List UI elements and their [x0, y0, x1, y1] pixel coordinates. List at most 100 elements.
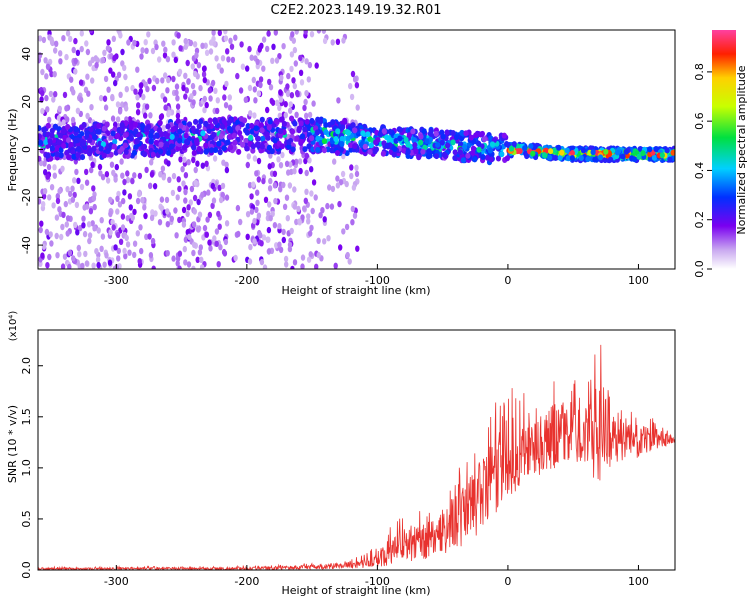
spectrogram-cell	[59, 233, 64, 241]
spectrogram-cell	[140, 144, 146, 151]
spectrogram-cell	[258, 232, 263, 239]
spectrogram-cell	[148, 112, 153, 119]
spectrogram-cell	[140, 47, 145, 54]
spectrogram-cell	[184, 87, 189, 94]
spectrogram-cell	[165, 87, 170, 94]
spectrogram-cell	[155, 77, 160, 85]
spectrogram-cell	[144, 47, 149, 54]
spectrogram-cell	[254, 206, 259, 214]
spectrogram-cell	[258, 76, 264, 83]
spectrogram-cell	[47, 138, 53, 145]
spectrogram-cell	[169, 215, 174, 222]
spectrogram-cell	[123, 253, 128, 260]
spectrogram-cell	[221, 117, 227, 124]
spectrogram-cell	[287, 245, 293, 253]
spectrogram-cell	[187, 233, 192, 240]
spectrogram-cell	[72, 191, 77, 199]
spectrogram-cell	[38, 155, 42, 162]
spectrogram-cell	[259, 116, 265, 123]
spectrogram-cell	[368, 142, 374, 149]
spectrogram-cell	[119, 122, 125, 129]
spectrogram-cell	[350, 205, 355, 213]
spectrogram-cell	[440, 133, 446, 140]
spectrogram-cell	[53, 47, 58, 54]
spectrogram-cell	[121, 197, 126, 205]
spectrogram-cell	[424, 138, 430, 145]
spectrogram-cell	[670, 149, 675, 156]
spectrogram-cell	[330, 119, 336, 126]
spectrogram-cell	[116, 247, 122, 255]
spectrogram-cell	[273, 118, 280, 125]
spectrogram-cell	[105, 177, 111, 184]
spectrogram-cell	[164, 196, 170, 204]
spectrogram-cell	[183, 259, 188, 266]
spectrogram-cell	[352, 127, 358, 134]
spectrogram-cell	[316, 30, 322, 34]
spectrogram-x-tick-label: 100	[628, 274, 649, 287]
spectrogram-cell	[231, 132, 237, 139]
spectrogram-cell	[344, 180, 349, 188]
spectrogram-cell	[108, 67, 113, 74]
spectrogram-cell	[220, 55, 226, 62]
spectrogram-cell	[252, 217, 257, 225]
spectrogram-cell	[316, 237, 321, 244]
spectrogram-cell	[173, 207, 178, 214]
spectrogram-cell	[250, 147, 256, 154]
spectrogram-cell	[94, 248, 99, 255]
spectrogram-cell	[349, 93, 355, 101]
spectrogram-cell	[132, 240, 138, 247]
spectrogram-cell	[523, 150, 529, 157]
spectrogram-cell	[278, 128, 284, 135]
spectrogram-cell	[452, 155, 458, 161]
spectrogram-cell	[108, 210, 113, 218]
spectrogram-cell	[463, 130, 469, 137]
spectrogram-cell	[151, 84, 157, 92]
spectrogram-cell	[90, 77, 95, 84]
spectrogram-cell	[85, 48, 91, 56]
spectrogram-cell	[292, 186, 297, 193]
spectrogram-cell	[74, 168, 79, 176]
spectrogram-cell	[201, 65, 207, 73]
spectrogram-cell	[101, 152, 107, 159]
spectrogram-cell	[71, 89, 76, 96]
spectrogram-cell	[199, 256, 204, 263]
spectrogram-cell	[261, 36, 267, 43]
spectrogram-cell	[75, 49, 81, 56]
spectrogram-cell	[176, 32, 181, 39]
spectrogram-cell	[632, 156, 638, 163]
spectrogram-cell	[226, 56, 231, 63]
spectrogram-cell	[225, 48, 230, 55]
spectrogram-cell	[309, 31, 315, 38]
spectrogram-cell	[38, 35, 43, 42]
spectrogram-cell	[355, 245, 360, 252]
spectrogram-cell	[181, 180, 186, 187]
spectrogram-cell	[200, 42, 205, 49]
spectrogram-cell	[64, 221, 70, 228]
spectrogram-cell	[290, 146, 296, 153]
spectrogram-cell	[580, 147, 587, 154]
spectrogram-cell	[186, 78, 191, 85]
spectrogram-cell	[88, 196, 93, 204]
spectrogram-cell	[273, 30, 278, 36]
spectrogram-cell	[65, 230, 70, 237]
spectrogram-cell	[173, 56, 178, 64]
spectrogram-cell	[405, 148, 411, 155]
spectrogram-cell	[200, 191, 205, 198]
spectrogram-cell	[130, 177, 135, 185]
spectrogram-cell	[302, 104, 307, 112]
spectrogram-cell	[51, 202, 56, 209]
spectrogram-cell	[345, 129, 352, 136]
spectrogram-cell	[311, 100, 316, 107]
spectrogram-cell	[304, 112, 309, 120]
spectrogram-cell	[257, 46, 262, 53]
spectrogram-cell	[317, 118, 324, 125]
spectrogram-cell	[288, 101, 293, 108]
spectrogram-cell	[124, 234, 129, 242]
spectrogram-cell	[81, 222, 86, 229]
spectrogram-cell	[144, 166, 149, 174]
snr-x-tick-label: -300	[104, 575, 129, 588]
spectrogram-cell	[169, 133, 175, 140]
spectrogram-cell	[210, 202, 215, 209]
spectrogram-cell	[341, 228, 346, 235]
spectrogram-cell	[198, 118, 204, 125]
